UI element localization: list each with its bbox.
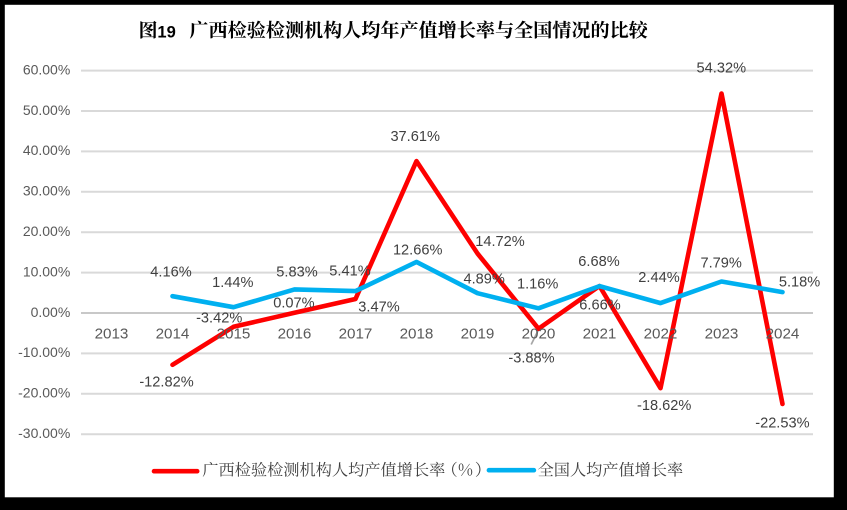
svg-text:2018: 2018 — [400, 325, 434, 342]
svg-text:2017: 2017 — [339, 325, 373, 342]
svg-text:5.83%: 5.83% — [276, 264, 317, 280]
svg-text:1.16%: 1.16% — [517, 277, 558, 293]
svg-text:2015: 2015 — [217, 325, 251, 342]
svg-text:2024: 2024 — [766, 325, 800, 342]
svg-text:2021: 2021 — [583, 325, 617, 342]
svg-text:2014: 2014 — [156, 325, 190, 342]
svg-text:2020: 2020 — [522, 325, 556, 342]
svg-text:3.47%: 3.47% — [358, 300, 399, 316]
svg-text:2016: 2016 — [278, 325, 312, 342]
svg-text:10.00%: 10.00% — [23, 263, 70, 279]
svg-text:2023: 2023 — [705, 325, 739, 342]
svg-text:2.44%: 2.44% — [638, 270, 679, 286]
svg-text:6.68%: 6.68% — [578, 254, 619, 270]
svg-text:-12.82%: -12.82% — [139, 375, 193, 391]
svg-text:5.41%: 5.41% — [329, 264, 370, 280]
svg-text:0.00%: 0.00% — [31, 304, 71, 320]
svg-text:1.44%: 1.44% — [212, 275, 253, 291]
svg-text:-3.42%: -3.42% — [196, 311, 242, 327]
svg-text:50.00%: 50.00% — [23, 102, 70, 118]
svg-text:37.61%: 37.61% — [390, 129, 440, 145]
svg-text:6.66%: 6.66% — [579, 298, 620, 314]
svg-text:30.00%: 30.00% — [23, 183, 70, 199]
svg-text:5.18%: 5.18% — [779, 274, 820, 290]
svg-text:-20.00%: -20.00% — [18, 385, 70, 401]
svg-text:14.72%: 14.72% — [475, 234, 525, 250]
svg-text:-10.00%: -10.00% — [18, 344, 70, 360]
svg-text:-18.62%: -18.62% — [637, 398, 691, 414]
svg-text:-3.88%: -3.88% — [508, 351, 554, 367]
svg-text:54.32%: 54.32% — [697, 60, 747, 76]
svg-text:60.00%: 60.00% — [23, 61, 70, 77]
svg-text:4.89%: 4.89% — [464, 271, 505, 287]
svg-text:2019: 2019 — [461, 325, 495, 342]
svg-text:40.00%: 40.00% — [23, 142, 70, 158]
svg-text:19: 19 — [157, 24, 175, 42]
svg-text:20.00%: 20.00% — [23, 223, 70, 239]
svg-text:12.66%: 12.66% — [393, 243, 443, 259]
svg-text:2013: 2013 — [95, 325, 129, 342]
svg-text:-22.53%: -22.53% — [755, 416, 809, 432]
svg-text:7.79%: 7.79% — [701, 256, 742, 272]
svg-text:4.16%: 4.16% — [150, 264, 191, 280]
svg-text:0.07%: 0.07% — [273, 296, 314, 312]
svg-text:2022: 2022 — [644, 325, 678, 342]
svg-text:-30.00%: -30.00% — [18, 425, 70, 441]
